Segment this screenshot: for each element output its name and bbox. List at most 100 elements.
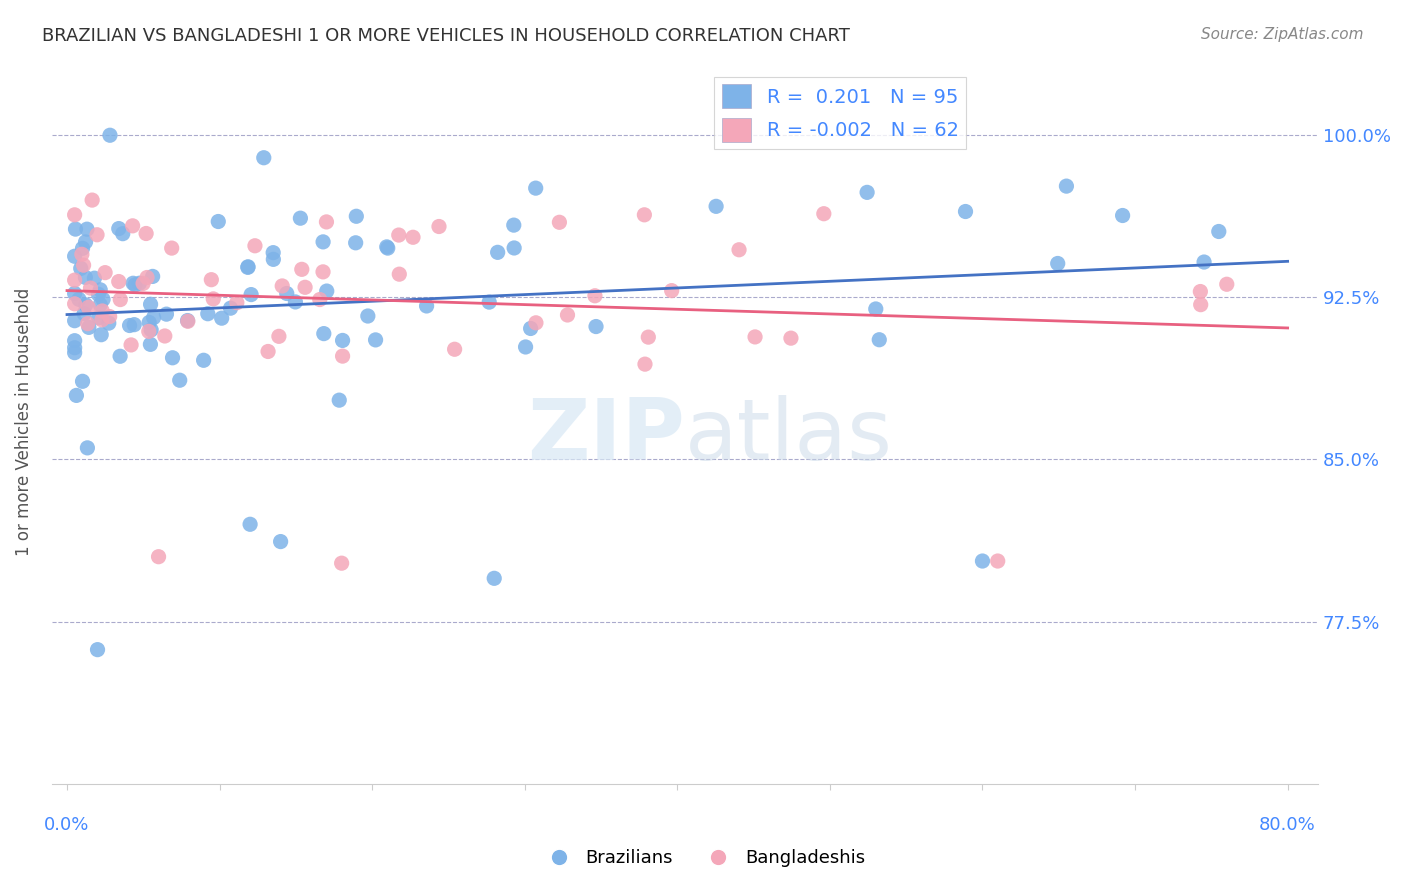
- Point: [142, 269, 165, 284]
- Point: [1054, 179, 1077, 194]
- Legend: Brazilians, Bangladeshis: Brazilians, Bangladeshis: [533, 842, 873, 874]
- Point: [744, 330, 766, 344]
- Point: [111, 227, 134, 241]
- Point: [98, 128, 121, 143]
- Point: [344, 209, 367, 223]
- Point: [332, 349, 354, 363]
- Point: [87, 287, 110, 301]
- Point: [76, 317, 98, 331]
- Point: [139, 337, 162, 351]
- Point: [108, 349, 131, 363]
- Text: ZIP: ZIP: [527, 394, 685, 477]
- Point: [82, 193, 104, 207]
- Point: [122, 277, 145, 291]
- Point: [243, 239, 266, 253]
- Point: [294, 280, 316, 294]
- Point: [107, 221, 129, 235]
- Point: [63, 345, 86, 359]
- Point: [142, 310, 165, 325]
- Point: [503, 241, 526, 255]
- Point: [77, 320, 100, 334]
- Point: [63, 341, 86, 355]
- Point: [138, 325, 160, 339]
- Point: [136, 270, 159, 285]
- Point: [219, 301, 242, 315]
- Text: 0.0%: 0.0%: [45, 816, 90, 834]
- Text: 80.0%: 80.0%: [1260, 816, 1316, 834]
- Point: [73, 307, 96, 321]
- Y-axis label: 1 or more Vehicles in Household: 1 or more Vehicles in Household: [15, 287, 32, 556]
- Point: [557, 308, 579, 322]
- Point: [91, 304, 114, 318]
- Point: [121, 219, 143, 233]
- Point: [63, 297, 86, 311]
- Point: [86, 227, 108, 242]
- Point: [634, 357, 657, 371]
- Point: [633, 208, 655, 222]
- Point: [75, 298, 97, 312]
- Point: [972, 554, 994, 568]
- Point: [89, 283, 111, 297]
- Point: [177, 314, 200, 328]
- Point: [135, 227, 157, 241]
- Point: [548, 215, 571, 229]
- Point: [207, 214, 229, 228]
- Point: [312, 326, 335, 341]
- Point: [524, 316, 547, 330]
- Point: [290, 211, 312, 226]
- Point: [312, 235, 335, 249]
- Point: [270, 534, 292, 549]
- Point: [637, 330, 659, 344]
- Point: [75, 270, 97, 285]
- Point: [124, 277, 146, 292]
- Point: [110, 293, 132, 307]
- Point: [72, 241, 94, 255]
- Point: [202, 292, 225, 306]
- Point: [478, 295, 501, 310]
- Text: Source: ZipAtlas.com: Source: ZipAtlas.com: [1201, 27, 1364, 42]
- Point: [328, 393, 350, 408]
- Point: [87, 310, 110, 325]
- Point: [197, 307, 219, 321]
- Point: [240, 287, 263, 301]
- Point: [97, 316, 120, 330]
- Point: [728, 243, 751, 257]
- Point: [585, 319, 607, 334]
- Point: [856, 186, 879, 200]
- Point: [176, 313, 198, 327]
- Point: [253, 151, 276, 165]
- Point: [415, 299, 437, 313]
- Point: [70, 247, 93, 261]
- Point: [868, 333, 890, 347]
- Point: [120, 338, 142, 352]
- Point: [65, 388, 87, 402]
- Point: [291, 262, 314, 277]
- Point: [388, 228, 411, 243]
- Point: [236, 260, 259, 274]
- Point: [63, 334, 86, 348]
- Point: [357, 309, 380, 323]
- Point: [1189, 285, 1212, 299]
- Point: [193, 353, 215, 368]
- Point: [519, 321, 541, 335]
- Point: [76, 222, 98, 236]
- Point: [63, 249, 86, 263]
- Point: [987, 554, 1010, 568]
- Point: [77, 301, 100, 315]
- Point: [89, 298, 111, 312]
- Point: [308, 293, 330, 307]
- Point: [284, 294, 307, 309]
- Point: [583, 289, 606, 303]
- Point: [94, 266, 117, 280]
- Point: [332, 334, 354, 348]
- Point: [813, 207, 835, 221]
- Point: [169, 373, 191, 387]
- Point: [239, 517, 262, 532]
- Point: [91, 293, 114, 307]
- Point: [67, 293, 90, 307]
- Point: [72, 374, 94, 388]
- Point: [162, 351, 184, 365]
- Point: [86, 642, 108, 657]
- Point: [486, 245, 509, 260]
- Point: [484, 571, 506, 585]
